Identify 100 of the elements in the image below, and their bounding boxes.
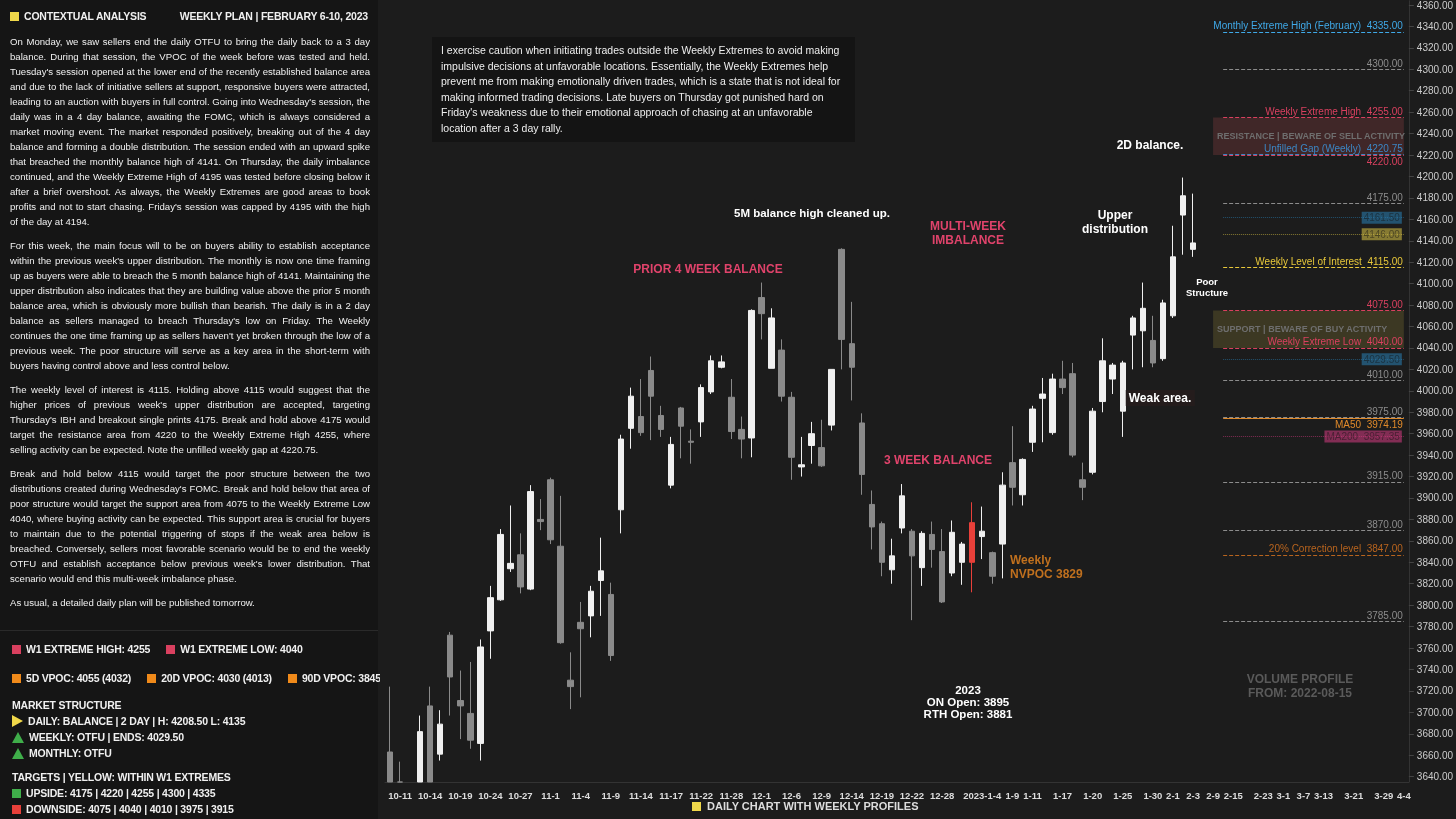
ref-line-label: 4175.00 xyxy=(1366,191,1404,203)
x-tick-label: 11-14 xyxy=(629,789,654,801)
candlestick xyxy=(447,631,453,717)
text: MARKET STRUCTURE xyxy=(12,699,122,711)
ref-line-label: Weekly Level of Interest 4115.00 xyxy=(1255,256,1404,268)
candlestick xyxy=(1059,360,1066,395)
candlestick xyxy=(838,247,845,370)
candlestick xyxy=(638,378,644,437)
ref-line-label: 20% Correction level 3847.00 xyxy=(1268,543,1404,555)
x-tick-label: 12-9 xyxy=(812,789,832,801)
y-tick-label: 3860.00 xyxy=(1416,535,1454,547)
candlestick xyxy=(1180,177,1186,256)
candlestick xyxy=(1069,362,1076,458)
text: 5D VPOC: 4055 (4032) xyxy=(26,672,132,684)
y-tick-label: 3900.00 xyxy=(1416,492,1454,504)
x-tick-label: 12-19 xyxy=(869,789,895,801)
ref-line-label: MA200 3957.35 xyxy=(1326,431,1401,443)
candlestick xyxy=(527,484,534,591)
candlestick xyxy=(798,436,805,478)
y-tick-label: 4100.00 xyxy=(1416,278,1454,290)
x-tick-label: 2-9 xyxy=(1206,789,1220,801)
y-tick-label: 4260.00 xyxy=(1416,106,1454,118)
x-tick-label: 2-1 xyxy=(1166,789,1181,801)
annotation: I exercise caution when initiating trades outside the Weekly Extremes to avoid making impulsive decisions at unfavorable locations. Essentially, the Weekly Extremes help prevent me from making emotionally driven trades, which is a state that is not ideal for making informed trading decisions. Late buyers on Thursday got punished hard on Friday's weakness due to their emotional approach of chasing at an unfavorable location after a 3 day rally. xyxy=(432,37,855,142)
y-tick-label: 4080.00 xyxy=(1416,299,1454,311)
candlestick xyxy=(879,521,885,577)
ref-line-label: 4075.00 xyxy=(1366,298,1404,310)
y-tick-label: 3700.00 xyxy=(1416,706,1454,718)
x-tick-label: 2-3 xyxy=(1186,789,1200,801)
y-tick-label: 4040.00 xyxy=(1416,342,1454,354)
y-tick-label: 3680.00 xyxy=(1416,728,1454,740)
candlestick xyxy=(437,709,443,762)
candlestick xyxy=(457,670,464,740)
candlestick xyxy=(1170,225,1176,319)
candlestick xyxy=(608,582,614,662)
y-tick-label: 3960.00 xyxy=(1416,428,1454,440)
x-tick-label: 1-9 xyxy=(1005,789,1020,801)
y-tick-label: 3940.00 xyxy=(1416,449,1454,461)
x-tick-label: 3-29 xyxy=(1374,789,1394,801)
x-tick-label: 3-7 xyxy=(1296,789,1311,801)
candlestick xyxy=(859,412,865,496)
y-tick-label: 3780.00 xyxy=(1416,621,1454,633)
y-tick-label: 4020.00 xyxy=(1416,363,1454,375)
candlestick xyxy=(899,483,905,534)
candlestick xyxy=(1190,193,1196,258)
candlestick xyxy=(818,419,825,468)
text: DAILY CHART WITH WEEKLY PROFILES xyxy=(707,800,919,812)
candlestick xyxy=(1019,457,1026,506)
candlestick xyxy=(939,528,945,604)
y-tick-label: 4300.00 xyxy=(1416,63,1454,75)
text: WEEKLY PLAN | FEBRUARY 6-10, 2023 xyxy=(179,10,368,22)
y-tick-label: 3740.00 xyxy=(1416,663,1454,675)
candlestick xyxy=(929,521,935,569)
x-tick-label: 11-9 xyxy=(601,789,621,801)
x-tick-label: 2023-1-4 xyxy=(963,789,1002,801)
x-tick-label: 10-14 xyxy=(418,789,444,801)
x-tick-label: 1-17 xyxy=(1053,789,1073,801)
candlestick xyxy=(708,354,714,395)
x-tick-label: 1-11 xyxy=(1023,789,1043,801)
candlestick xyxy=(1029,405,1036,453)
y-tick-label: 4140.00 xyxy=(1416,235,1454,247)
y-tick-label: 3880.00 xyxy=(1416,513,1454,525)
ref-line-label: 3785.00 xyxy=(1366,609,1404,621)
text: On Monday, we saw sellers end the daily OTFU to bring the daily back to a 3 day balance. During that session, the VPOC of the week before was tested and held. Tuesday's session opened at the lower end of the recently established balance area and due to the lack of initiative sellers at support, responsive buyers were attracted, leading to an auction with buyers in full control. Going into Wednesday's session, the daily was in a 4 day balance, awaiting the FOMC, which is always considered a market moving event. The market responded positively, breaking out of the 4 day balance and forming a double distribution. The session ended with an upward spike that breached the monthly balance high of 4141. On Thursday, the daily imbalance continued, and the Weekly Extreme High of 4195 was tested before closing below it after a brief overshoot. As always, the Weekly Extremes are good areas to book profits and not to start chasing. Friday's session was capped by 4195 with the high of the day at 4194. xyxy=(10,36,370,227)
candlestick xyxy=(537,498,544,531)
y-tick-label: 4160.00 xyxy=(1416,213,1454,225)
x-tick-label: 2-15 xyxy=(1223,789,1244,801)
text: TARGETS | YELLOW: WITHIN W1 EXTREMES xyxy=(12,771,231,783)
annotation: Poor Structure xyxy=(1185,276,1229,298)
annotation: MULTI-WEEK IMBALANCE xyxy=(930,219,1006,247)
ref-line-label: 3915.00 xyxy=(1366,470,1404,482)
candlestick xyxy=(1089,407,1096,475)
x-tick-label: 10-11 xyxy=(388,789,413,801)
x-tick-label: 3-1 xyxy=(1276,789,1291,801)
annotation: VOLUME PROFILE FROM: 2022-08-15 xyxy=(1246,672,1354,700)
text: 90D VPOC: 3845 xyxy=(301,672,381,684)
text: UPSIDE: 4175 | 4220 | 4255 | 4300 | 4335 xyxy=(26,787,216,799)
candlestick xyxy=(969,501,975,593)
candlestick xyxy=(949,520,955,577)
candlestick xyxy=(808,421,815,465)
y-tick-label: 4000.00 xyxy=(1416,385,1454,397)
text: The weekly level of interest is 4115. Holding above 4115 would suggest that the higher prices of previous week's upper distribution are accepted, targeting Thursday's IBH and breakout single prints 4175. Break and hold above 4175 would target the resistance area from 4220 to the Weekly Extreme High 4255, where selling activity can be expected. Note the unfilled weekly gap at 4220.75. xyxy=(10,383,370,457)
candlestick xyxy=(788,391,795,481)
annotation: PRIOR 4 WEEK BALANCE xyxy=(633,262,783,276)
candlestick xyxy=(758,282,765,340)
y-tick-label: 4200.00 xyxy=(1416,170,1454,182)
x-tick-label: 12-28 xyxy=(929,789,955,801)
candlestick xyxy=(728,378,735,440)
x-tick-label: 10-24 xyxy=(478,789,504,801)
candlestick xyxy=(487,585,494,660)
y-tick-label: 3820.00 xyxy=(1416,578,1454,590)
candlestick xyxy=(557,495,564,645)
candlestick xyxy=(517,532,524,594)
candlestick xyxy=(768,307,775,369)
x-tick-label: 3-21 xyxy=(1344,789,1364,801)
x-tick-label: 11-28 xyxy=(719,789,744,801)
text: For this week, the main focus will to be on buyers ability to establish acceptance within the previous week's upper distribution. The monthly is now one time framing up as buyers were able to breach the 5 month balance high of 4141. Maintaining the upper distribution also indicates that they are building value above the prior 5 month balance area, which is obviously more bullish than bearish. The daily is in a 2 day balance as sellers managed to breach Thursday's low on Friday. The Weekly continues the one time framing up as sellers haven't yet broken through the low of a previous week. The poor structure will serve as a key area in the short-term with buyers having control above and less control below. xyxy=(10,240,370,371)
y-tick-label: 4280.00 xyxy=(1416,85,1454,97)
text: W1 EXTREME HIGH: 4255 xyxy=(26,643,151,655)
candlestick xyxy=(577,601,584,698)
